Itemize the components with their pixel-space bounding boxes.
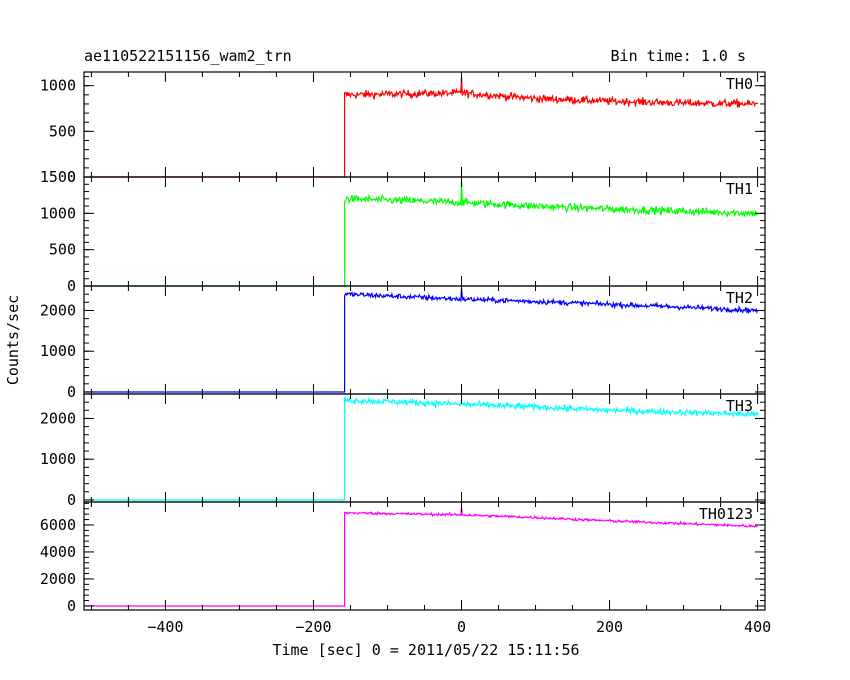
panel-label-th2: TH2 — [726, 289, 753, 307]
y-tick-label: 4000 — [40, 543, 76, 561]
y-tick-label: 0 — [67, 277, 76, 295]
series-line-th2 — [85, 287, 759, 393]
series-line-th3 — [85, 396, 759, 501]
panel-label-th1: TH1 — [726, 180, 753, 198]
panel-th3: TH3 0 1000 2000 — [40, 393, 766, 509]
x-tick-label: 200 — [596, 618, 623, 636]
panel-th0123: TH0123 0 2000 4000 6000 — [40, 501, 766, 615]
panel-label-th0: TH0 — [726, 75, 753, 93]
panel-th2: TH2 0 1000 2000 — [40, 285, 766, 401]
chart-title-left: ae110522151156_wam2_trn — [84, 47, 292, 65]
y-tick-label: 0 — [67, 491, 76, 509]
x-tick-label: 400 — [744, 618, 771, 636]
y-tick-label: 0 — [67, 168, 76, 186]
y-tick-label: 500 — [49, 241, 76, 259]
panel-th0: TH0 0 500 1000 — [40, 71, 766, 186]
panels-group: TH005001000TH1050010001500TH2010002000TH… — [40, 71, 771, 636]
y-tick-label: 2000 — [40, 570, 76, 588]
panel-frame — [83, 285, 766, 395]
y-tick-label: 1500 — [40, 168, 76, 186]
panel-frame — [83, 71, 766, 178]
panel-frame — [83, 393, 766, 503]
y-axis-label: Counts/sec — [4, 295, 22, 385]
panel-label-th3: TH3 — [726, 397, 753, 415]
y-tick-label: 2000 — [40, 301, 76, 319]
panel-frame — [83, 176, 766, 287]
y-tick-label: 1000 — [40, 342, 76, 360]
panel-label-th0123: TH0123 — [699, 505, 753, 523]
y-tick-label: 1000 — [40, 450, 76, 468]
x-axis-label: Time [sec] 0 = 2011/05/22 15:11:56 — [272, 641, 579, 659]
series-line-th1 — [85, 180, 759, 287]
chart-title-right: Bin time: 1.0 s — [611, 47, 746, 65]
x-tick-label: 0 — [457, 618, 466, 636]
x-tick-label: −200 — [295, 618, 331, 636]
x-tick-label: −400 — [147, 618, 183, 636]
series-line-th0 — [85, 76, 759, 178]
y-tick-label: 1000 — [40, 77, 76, 95]
panel-frame — [83, 501, 766, 611]
y-tick-label: 6000 — [40, 516, 76, 534]
y-tick-label: 500 — [49, 122, 76, 140]
panel-th1: TH1 0 500 1000 1500 — [40, 168, 766, 295]
y-tick-label: 0 — [67, 597, 76, 615]
y-tick-label: 0 — [67, 383, 76, 401]
series-line-th0123 — [85, 507, 758, 607]
y-tick-label: 1000 — [40, 204, 76, 222]
y-tick-label: 2000 — [40, 409, 76, 427]
